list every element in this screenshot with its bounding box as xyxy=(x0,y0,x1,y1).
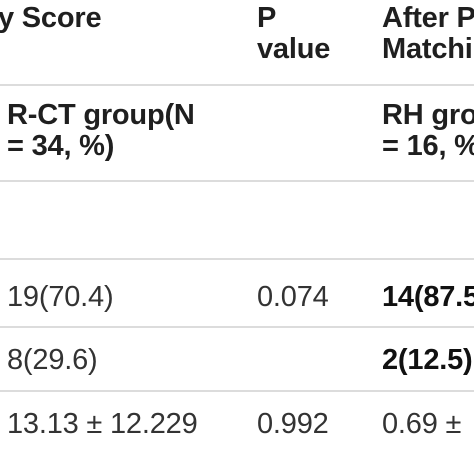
divider xyxy=(0,180,474,182)
divider xyxy=(0,84,474,86)
table-cell: 2(12.5) xyxy=(382,344,473,376)
table-cell: 8(29.6) xyxy=(7,344,98,376)
header-rh-group-line1: RH gro xyxy=(382,99,474,131)
divider xyxy=(0,390,474,392)
table-cell: 14(87.5 xyxy=(382,281,474,313)
table-cell: 0.992 xyxy=(257,408,329,440)
header-p-value-line2: value xyxy=(257,33,331,65)
header-propensity-score: y Score xyxy=(0,2,102,34)
divider xyxy=(0,326,474,328)
header-p-value-line1: P xyxy=(257,2,277,34)
header-after-matching-line2: Matchi xyxy=(382,33,473,65)
table-cell: 0.69 ± xyxy=(382,408,462,440)
divider xyxy=(0,258,474,260)
table-cell: 19(70.4) xyxy=(7,281,114,313)
header-after-matching-line1: After P xyxy=(382,2,474,34)
header-rct-group-line1: R-CT group(N xyxy=(7,99,195,131)
header-rct-group-line2: = 34, %) xyxy=(7,130,115,162)
header-rh-group-line2: = 16, % xyxy=(382,130,474,162)
table-cell: 13.13 ± 12.229 xyxy=(7,408,198,440)
table-cell: 0.074 xyxy=(257,281,329,313)
